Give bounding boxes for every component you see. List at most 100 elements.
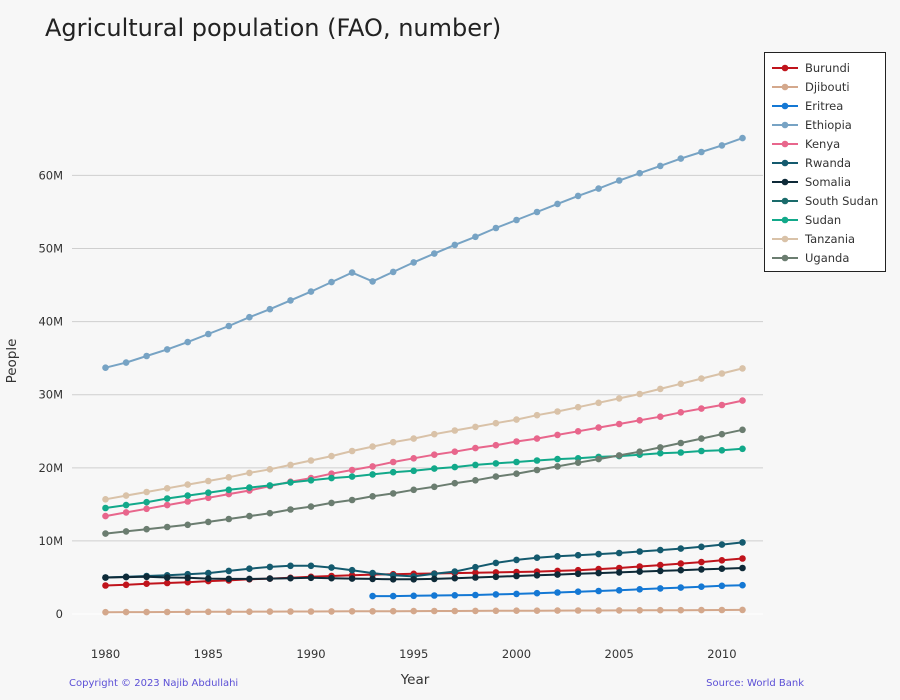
data-point[interactable] <box>677 380 685 388</box>
data-point[interactable] <box>718 430 726 438</box>
data-point[interactable] <box>451 479 459 487</box>
data-point[interactable] <box>698 543 705 551</box>
data-point[interactable] <box>554 200 561 208</box>
data-point[interactable] <box>636 563 643 570</box>
data-point[interactable] <box>636 169 643 177</box>
data-point[interactable] <box>328 564 335 571</box>
data-point[interactable] <box>636 607 643 614</box>
data-point[interactable] <box>554 589 561 596</box>
data-point[interactable] <box>225 575 233 583</box>
data-point[interactable] <box>451 574 459 582</box>
data-point[interactable] <box>328 608 335 615</box>
data-point[interactable] <box>492 419 500 427</box>
data-point[interactable] <box>163 485 171 492</box>
data-point[interactable] <box>163 495 171 502</box>
data-point[interactable] <box>554 408 561 415</box>
data-point[interactable] <box>472 461 479 469</box>
data-point[interactable] <box>595 185 602 192</box>
data-point[interactable] <box>636 390 643 398</box>
data-point[interactable] <box>574 570 582 578</box>
data-point[interactable] <box>513 607 520 614</box>
data-point[interactable] <box>574 588 582 595</box>
legend-item[interactable]: Djibouti <box>765 77 885 96</box>
data-point[interactable] <box>143 488 150 496</box>
data-point[interactable] <box>533 572 541 579</box>
data-point[interactable] <box>615 177 623 184</box>
legend-item[interactable]: Burundi <box>765 58 885 77</box>
data-point[interactable] <box>472 563 479 571</box>
data-point[interactable] <box>492 607 500 615</box>
data-point[interactable] <box>143 573 150 581</box>
data-point[interactable] <box>143 352 150 360</box>
data-point[interactable] <box>513 590 520 598</box>
data-point[interactable] <box>492 441 500 449</box>
data-point[interactable] <box>266 563 274 571</box>
data-point[interactable] <box>739 539 746 546</box>
data-point[interactable] <box>225 486 233 494</box>
data-point[interactable] <box>389 576 397 583</box>
data-point[interactable] <box>698 583 705 590</box>
data-point[interactable] <box>698 447 705 455</box>
data-point[interactable] <box>739 555 746 562</box>
data-point[interactable] <box>143 580 150 587</box>
data-point[interactable] <box>636 548 643 555</box>
data-point[interactable] <box>163 501 171 509</box>
data-point[interactable] <box>389 490 397 497</box>
data-point[interactable] <box>677 566 685 574</box>
data-point[interactable] <box>328 278 335 286</box>
data-point[interactable] <box>143 525 150 533</box>
data-point[interactable] <box>389 607 397 615</box>
data-point[interactable] <box>513 572 520 580</box>
data-point[interactable] <box>287 506 294 513</box>
data-point[interactable] <box>205 569 212 577</box>
data-point[interactable] <box>657 413 664 421</box>
data-point[interactable] <box>122 359 130 366</box>
data-point[interactable] <box>718 606 726 614</box>
data-point[interactable] <box>718 582 726 590</box>
data-point[interactable] <box>102 582 109 589</box>
data-point[interactable] <box>102 504 109 512</box>
data-point[interactable] <box>636 417 643 424</box>
data-point[interactable] <box>389 458 397 466</box>
data-point[interactable] <box>225 608 233 616</box>
data-point[interactable] <box>595 587 602 595</box>
data-point[interactable] <box>595 399 602 407</box>
data-point[interactable] <box>348 269 356 276</box>
data-point[interactable] <box>533 589 541 597</box>
data-point[interactable] <box>328 452 335 460</box>
data-point[interactable] <box>143 608 150 616</box>
data-point[interactable] <box>677 606 685 614</box>
data-point[interactable] <box>122 501 130 509</box>
data-point[interactable] <box>657 162 664 170</box>
data-point[interactable] <box>348 473 356 480</box>
data-point[interactable] <box>184 608 191 616</box>
data-point[interactable] <box>102 608 109 616</box>
data-point[interactable] <box>225 322 233 330</box>
data-point[interactable] <box>677 155 685 162</box>
data-point[interactable] <box>369 569 376 577</box>
data-point[interactable] <box>677 449 685 456</box>
data-point[interactable] <box>574 551 582 559</box>
data-point[interactable] <box>307 608 315 615</box>
data-point[interactable] <box>369 463 376 470</box>
data-point[interactable] <box>122 492 130 499</box>
data-point[interactable] <box>451 448 459 456</box>
data-point[interactable] <box>451 568 459 575</box>
data-point[interactable] <box>677 409 685 416</box>
data-point[interactable] <box>533 208 541 216</box>
data-point[interactable] <box>451 592 459 599</box>
data-point[interactable] <box>451 427 459 434</box>
data-point[interactable] <box>328 574 335 582</box>
data-point[interactable] <box>615 569 623 576</box>
data-point[interactable] <box>369 592 376 600</box>
data-point[interactable] <box>492 559 500 567</box>
data-point[interactable] <box>102 496 109 503</box>
data-point[interactable] <box>163 579 171 587</box>
data-point[interactable] <box>266 305 274 313</box>
data-point[interactable] <box>184 521 191 529</box>
data-point[interactable] <box>698 148 705 156</box>
data-point[interactable] <box>492 591 500 598</box>
data-point[interactable] <box>348 608 356 615</box>
data-point[interactable] <box>122 581 130 589</box>
data-point[interactable] <box>677 439 685 447</box>
